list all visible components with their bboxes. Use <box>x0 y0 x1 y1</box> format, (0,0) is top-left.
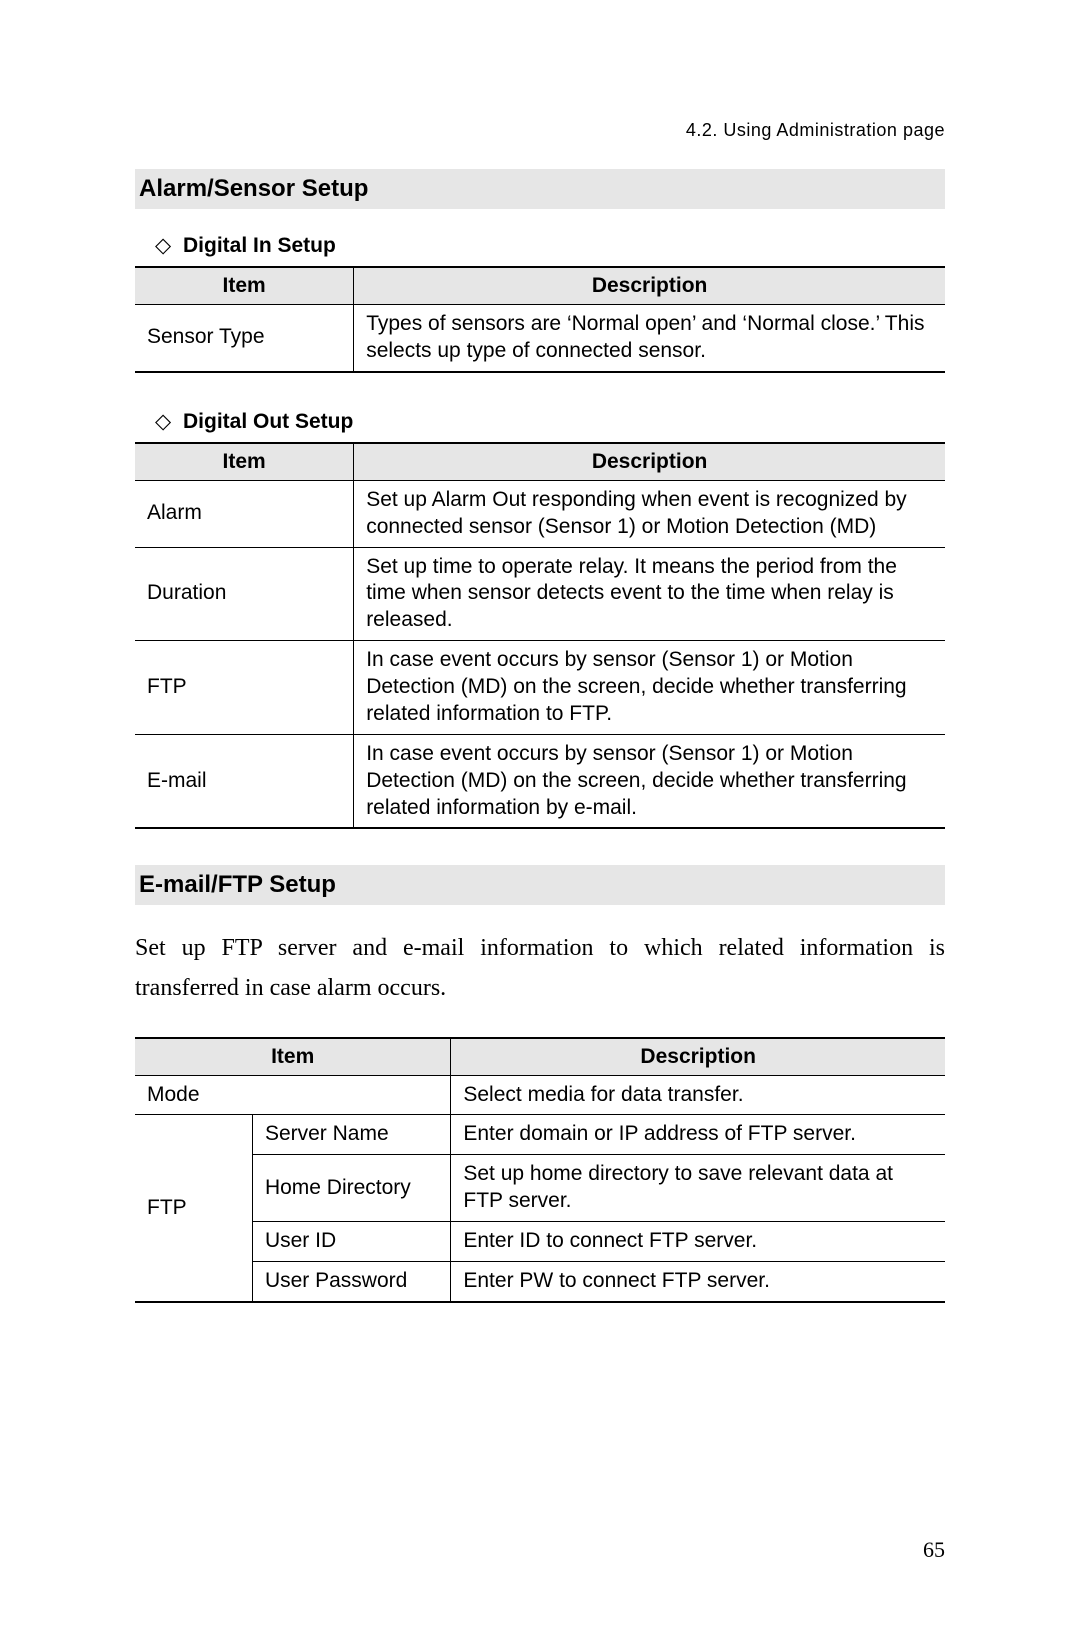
cell-description: Enter domain or IP address of FTP server… <box>451 1115 945 1155</box>
table-row: E-mail In case event occurs by sensor (S… <box>135 734 945 828</box>
col-description: Description <box>354 267 945 305</box>
table-email-ftp: Item Description Mode Select media for d… <box>135 1037 945 1303</box>
cell-item: Duration <box>135 547 354 641</box>
table-row: User Password Enter PW to connect FTP se… <box>135 1261 945 1301</box>
cell-item: Sensor Type <box>135 305 354 372</box>
section-title-email-ftp: E-mail/FTP Setup <box>135 865 945 905</box>
table-row: Home Directory Set up home directory to … <box>135 1155 945 1222</box>
page: 4.2. Using Administration page Alarm/Sen… <box>0 0 1080 1643</box>
table-row: Mode Select media for data transfer. <box>135 1075 945 1115</box>
cell-description: In case event occurs by sensor (Sensor 1… <box>354 641 945 735</box>
running-header: 4.2. Using Administration page <box>135 120 945 141</box>
cell-subitem: Home Directory <box>252 1155 450 1222</box>
cell-description: Enter PW to connect FTP server. <box>451 1261 945 1301</box>
cell-description: Set up home directory to save relevant d… <box>451 1155 945 1222</box>
table-header-row: Item Description <box>135 443 945 481</box>
diamond-icon: ◇ <box>155 409 171 434</box>
cell-item: Alarm <box>135 480 354 547</box>
table-row: Sensor Type Types of sensors are ‘Normal… <box>135 305 945 372</box>
table-row: Alarm Set up Alarm Out responding when e… <box>135 480 945 547</box>
table-header-row: Item Description <box>135 1038 945 1076</box>
table-row: FTP In case event occurs by sensor (Sens… <box>135 641 945 735</box>
diamond-icon: ◇ <box>155 233 171 258</box>
col-item: Item <box>135 267 354 305</box>
table-row: Duration Set up time to operate relay. I… <box>135 547 945 641</box>
cell-description: Set up time to operate relay. It means t… <box>354 547 945 641</box>
body-paragraph: Set up FTP server and e-mail information… <box>135 929 945 1008</box>
cell-description: In case event occurs by sensor (Sensor 1… <box>354 734 945 828</box>
cell-subitem: Server Name <box>252 1115 450 1155</box>
cell-item: Mode <box>135 1075 451 1115</box>
cell-group-ftp: FTP <box>135 1115 252 1302</box>
table-digital-out: Item Description Alarm Set up Alarm Out … <box>135 442 945 830</box>
cell-subitem: User Password <box>252 1261 450 1301</box>
col-item: Item <box>135 443 354 481</box>
subheading-digital-out: ◇ Digital Out Setup <box>135 409 945 434</box>
cell-description: Select media for data transfer. <box>451 1075 945 1115</box>
table-digital-in: Item Description Sensor Type Types of se… <box>135 266 945 373</box>
cell-subitem: User ID <box>252 1222 450 1262</box>
table-header-row: Item Description <box>135 267 945 305</box>
cell-item: E-mail <box>135 734 354 828</box>
subheading-digital-in-label: Digital In Setup <box>183 234 336 257</box>
page-number: 65 <box>923 1537 945 1563</box>
cell-description: Types of sensors are ‘Normal open’ and ‘… <box>354 305 945 372</box>
section-title-alarm-sensor: Alarm/Sensor Setup <box>135 169 945 209</box>
cell-description: Set up Alarm Out responding when event i… <box>354 480 945 547</box>
subheading-digital-out-label: Digital Out Setup <box>183 410 353 433</box>
col-item: Item <box>135 1038 451 1076</box>
col-description: Description <box>451 1038 945 1076</box>
table-row: User ID Enter ID to connect FTP server. <box>135 1222 945 1262</box>
cell-item: FTP <box>135 641 354 735</box>
col-description: Description <box>354 443 945 481</box>
table-row: FTP Server Name Enter domain or IP addre… <box>135 1115 945 1155</box>
subheading-digital-in: ◇ Digital In Setup <box>135 233 945 258</box>
cell-description: Enter ID to connect FTP server. <box>451 1222 945 1262</box>
